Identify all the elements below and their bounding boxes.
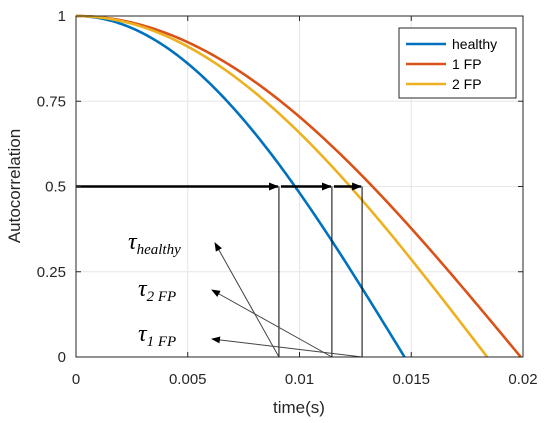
y-tick-label-3: 0.75 [37, 93, 66, 110]
legend-label-1: 1 FP [452, 56, 482, 72]
series-lines [75, 14, 522, 358]
x-tick-label-4: 0.02 [508, 371, 537, 388]
y-tick-label-4: 1 [58, 8, 66, 25]
legend-label-0: healthy [452, 36, 497, 52]
annotation-pointers [211, 242, 363, 358]
axis-ticks: 0 0.005 0.01 0.015 0.02 0 0.25 0.5 0.75 1 [37, 8, 538, 388]
y-axis-title: Autocorrelation [5, 129, 24, 243]
legend-label-2: 2 FP [452, 76, 482, 92]
series-line-healthy [75, 14, 406, 358]
y-tick-label-1: 0.25 [37, 264, 66, 281]
tau-pointer-2 [211, 336, 363, 358]
crossing-drop-lines [278, 186, 363, 357]
y-tick-label-0: 0 [58, 349, 66, 366]
x-tick-label-1: 0.005 [169, 371, 207, 388]
x-tick-label-2: 0.01 [285, 371, 314, 388]
tau-labels: τhealthy τ2 FP τ1 FP [128, 229, 181, 350]
tau-pointer-0 [214, 242, 280, 358]
tau-label-0: τhealthy [128, 229, 181, 258]
tau-pointer-1 [211, 289, 333, 358]
y-tick-label-2: 0.5 [45, 179, 66, 196]
series-line-2-fp [75, 14, 489, 358]
tau-label-2: τ1 FP [138, 321, 176, 350]
x-tick-label-3: 0.015 [392, 371, 430, 388]
legend: healthy 1 FP 2 FP [398, 27, 517, 99]
tau-label-1: τ2 FP [138, 276, 176, 305]
x-axis-title: time(s) [273, 398, 325, 417]
series-line-1-fp [75, 14, 522, 358]
x-tick-label-0: 0 [72, 371, 80, 388]
